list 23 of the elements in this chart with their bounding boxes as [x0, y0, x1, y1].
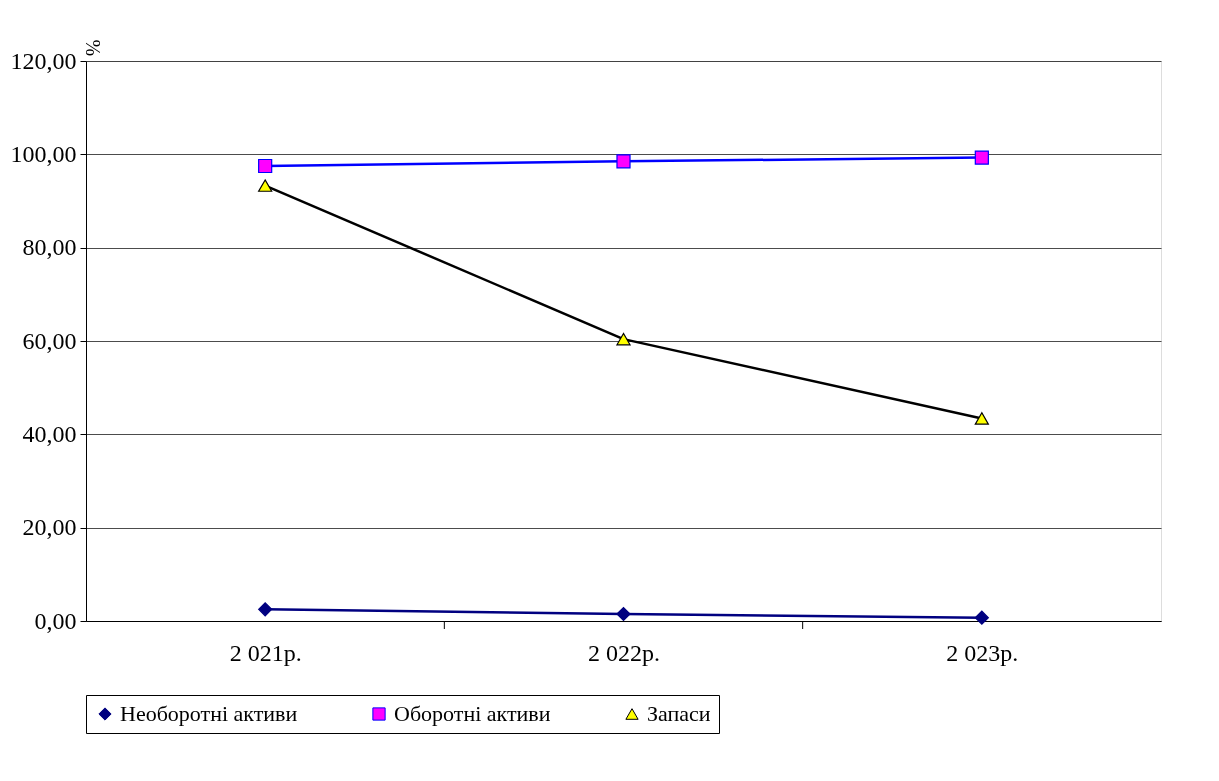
point — [974, 610, 989, 625]
point — [258, 602, 273, 617]
point — [616, 606, 631, 622]
point — [974, 150, 989, 165]
y-tick-label: 60,00 — [22, 327, 77, 354]
point — [258, 158, 273, 174]
legend-label: Запаси — [647, 701, 711, 726]
y-tick-label: 40,00 — [22, 420, 77, 447]
y-tick-label: 120,00 — [10, 47, 77, 74]
x-tick-label: 2 022р. — [588, 639, 660, 666]
point — [616, 332, 631, 346]
y-tick-label: 80,00 — [22, 234, 77, 261]
y-tick-label: 20,00 — [22, 514, 77, 541]
y-axis-title: % — [81, 39, 104, 57]
point — [616, 154, 631, 169]
x-tick-label: 2 023р. — [946, 639, 1019, 666]
y-tick-label: 100,00 — [10, 140, 77, 167]
y-tick-label: 0,00 — [34, 607, 77, 634]
point — [974, 412, 989, 425]
legend-label: Оборотні активи — [394, 701, 551, 726]
legend-label: Необоротні активи — [120, 701, 298, 726]
x-tick-label: 2 021р. — [229, 639, 302, 666]
point — [258, 179, 273, 192]
